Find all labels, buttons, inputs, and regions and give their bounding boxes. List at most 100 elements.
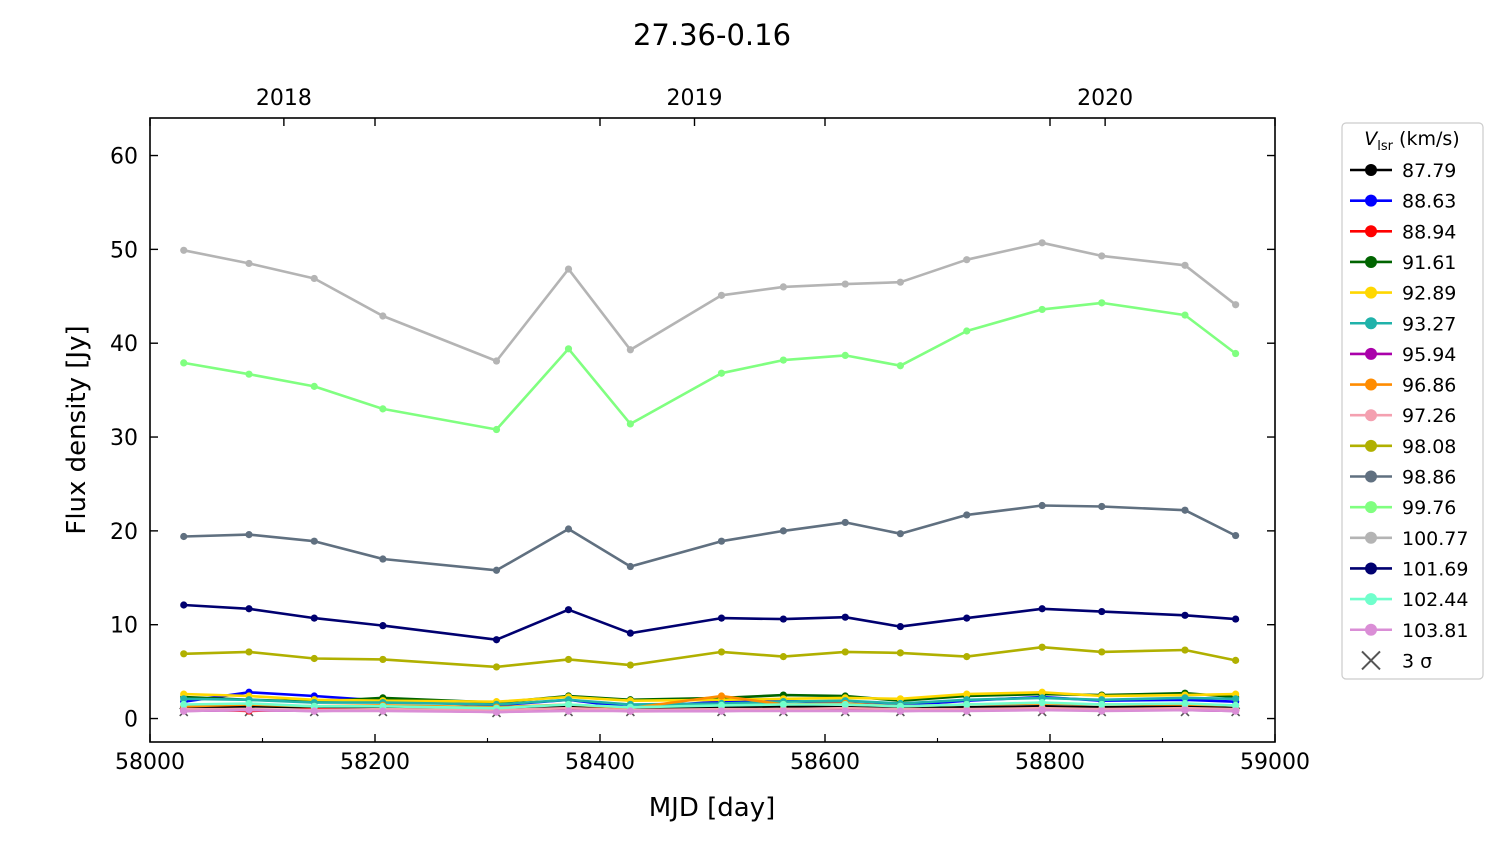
data-point (1181, 261, 1189, 269)
legend-label: 99.76 (1402, 497, 1456, 519)
data-point (310, 707, 318, 715)
data-point (379, 707, 387, 715)
data-point (1038, 501, 1046, 510)
data-point (564, 700, 573, 709)
data-point (1232, 531, 1240, 540)
series-line (183, 603, 1236, 642)
data-point (1181, 311, 1189, 319)
x-axis-label: MJD [day] (649, 793, 776, 823)
x-tick-label: 58000 (115, 750, 185, 775)
data-point (963, 690, 971, 698)
legend-item: 95.94 (1350, 344, 1456, 366)
data-point (1098, 648, 1106, 656)
y-tick-label: 40 (110, 332, 138, 357)
series-line (183, 706, 1236, 712)
data-point (779, 700, 787, 709)
legend-item: 87.79 (1350, 160, 1456, 182)
legend-label: 88.94 (1402, 221, 1456, 243)
data-point (1181, 646, 1189, 654)
legend-label: 98.86 (1402, 467, 1456, 489)
data-point (1232, 695, 1240, 703)
series-line (183, 708, 1236, 714)
data-point (779, 653, 787, 661)
legend-sigma-marker-stroke (1361, 650, 1381, 671)
data-point (1038, 688, 1046, 696)
legend-items: 87.79 88.63 88.94 91.61 92.89 93.27 95.94 96.86… (1350, 160, 1468, 672)
data-point (1098, 707, 1106, 715)
data-point (379, 312, 387, 320)
data-point (717, 614, 726, 622)
y-tick-label: 50 (110, 238, 138, 263)
legend-item: 102.44 (1350, 589, 1468, 611)
year-tick-label: 2019 (667, 86, 723, 111)
legend-item: 98.08 (1350, 436, 1456, 458)
data-point (963, 511, 971, 519)
data-point (717, 692, 726, 700)
data-point (310, 274, 318, 283)
data-point (896, 362, 904, 370)
legend-swatch-marker (1365, 378, 1377, 391)
y-tick-label: 60 (110, 145, 138, 170)
data-point (492, 425, 501, 434)
legend-title: Vlsr (km/s) (1364, 128, 1459, 154)
x-tick-label: 58600 (790, 750, 860, 775)
legend-item: 98.86 (1350, 467, 1456, 489)
data-point (1232, 701, 1240, 710)
legend-label: 100.77 (1402, 528, 1468, 550)
legend-label: 91.61 (1402, 252, 1456, 274)
data-point (245, 531, 253, 539)
data-point (379, 622, 387, 630)
data-point (779, 707, 787, 715)
series-line (183, 696, 1236, 706)
legend-item: 99.76 (1350, 497, 1456, 519)
data-point (1181, 694, 1189, 702)
legend-label: 96.86 (1402, 375, 1456, 397)
series-line (183, 645, 1236, 669)
y-tick-label: 0 (124, 708, 138, 733)
legend-label: 93.27 (1402, 313, 1456, 335)
data-point (896, 622, 904, 631)
data-point (626, 707, 634, 715)
data-point (841, 613, 849, 621)
data-point (717, 707, 726, 715)
y-tick-label: 20 (110, 520, 138, 545)
axes: 58000 58200 58400 58600 58800 59000 0 10 20 30 40 5… (110, 86, 1310, 775)
legend-item: 96.86 (1350, 375, 1456, 397)
data-point (717, 537, 726, 545)
legend-title-main: V (1364, 128, 1379, 150)
data-point (626, 661, 634, 669)
data-point (841, 351, 849, 360)
series-line (183, 301, 1237, 431)
data-point (779, 615, 787, 623)
legend-item-sigma: 3 σ (1361, 650, 1432, 672)
legend-swatch-marker (1365, 593, 1377, 606)
year-tick-label: 2018 (256, 86, 312, 111)
data-point (841, 280, 849, 288)
legend-swatch-marker (1365, 347, 1377, 360)
data-point (717, 701, 726, 710)
legend-title-unit: (km/s) (1393, 128, 1460, 150)
series-line (183, 241, 1237, 363)
legend-item: 103.81 (1350, 620, 1468, 642)
legend-swatch-marker (1365, 225, 1377, 238)
data-point (245, 706, 253, 714)
legend-title-sub: lsr (1377, 139, 1393, 154)
legend-swatch-marker (1365, 501, 1377, 514)
data-point (1181, 611, 1189, 619)
legend-label: 98.08 (1402, 436, 1456, 458)
legend-swatch-marker (1365, 194, 1377, 207)
data-point (245, 605, 253, 613)
data-point (841, 707, 849, 715)
data-point (1181, 699, 1189, 708)
data-point (564, 707, 573, 715)
data-point (310, 537, 318, 545)
data-point (492, 636, 501, 644)
data-point (779, 527, 787, 535)
data-point (963, 256, 971, 264)
data-point (963, 707, 971, 715)
data-point (717, 369, 726, 377)
data-point (1038, 239, 1046, 247)
data-point (492, 566, 501, 574)
data-point (1232, 615, 1240, 623)
